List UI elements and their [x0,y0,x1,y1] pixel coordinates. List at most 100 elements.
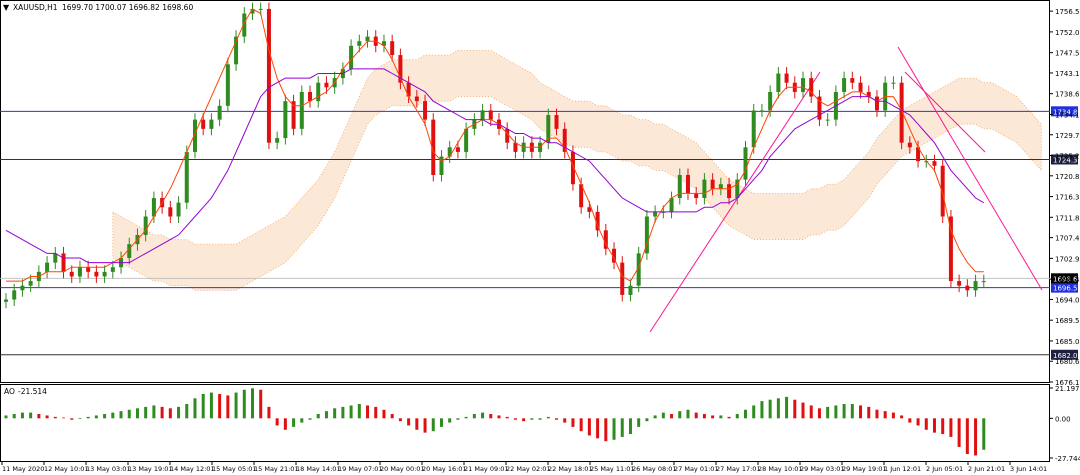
ao-bar [949,418,953,437]
candle-body [192,119,197,152]
ao-bar [275,418,279,426]
candle-body [513,142,518,152]
candle-body [784,73,789,83]
candle-body [266,8,271,143]
ao-bar [390,414,394,419]
candle-body [12,290,17,300]
ao-bar [916,418,920,426]
candle-body [349,45,354,69]
ao-bar [571,418,575,427]
level-tag-label: 1696.58 [1053,285,1080,293]
time-tick-label: 25 May 11:01 [590,465,635,473]
ao-bar [793,399,797,419]
candle-body [4,299,8,302]
ao-bar [941,418,945,435]
candle-body [176,202,181,217]
ao-bar [53,416,57,419]
time-tick-label: 27 May 17:01 [716,465,761,473]
ao-bar [308,418,312,420]
ao-bar [661,412,665,419]
ao-bar [727,416,731,419]
candle-body [299,91,304,129]
ao-bar [587,418,591,436]
price-tick-label: 1738.62 [1055,91,1080,99]
trendline-down-2[interactable] [904,71,986,153]
ao-bar [505,416,509,419]
candle-body [234,36,239,65]
ao-bar [760,401,764,419]
ao-axis: 21.197 0.00 -27.744 [1050,385,1080,463]
ao-bar [670,414,674,419]
ao-bar [168,408,172,419]
candle-body [669,198,674,212]
ao-bar [209,392,213,419]
ao-bar [801,402,805,419]
cloud-area [112,50,1042,291]
ao-bar [366,405,370,419]
ao-bar [711,415,715,419]
ao-bar [735,414,739,419]
ao-bar [267,406,271,419]
ao-bar [259,389,263,419]
ao-bar [900,415,904,419]
price-tick-label: 1689.52 [1055,317,1080,325]
price-tick-label: 1685.02 [1055,338,1080,346]
candle-body [94,271,99,277]
candle-body [916,147,921,162]
level-tag-label: 1734.80 [1053,108,1080,116]
ao-bar [785,396,789,419]
ao-tick-label: 0.00 [1055,415,1071,423]
candle-body [653,211,658,217]
price-tick-label: 1711.82 [1055,214,1080,222]
candle-body [77,267,82,277]
ao-bar [776,398,780,419]
candle-body [603,230,608,249]
ao-bar [875,409,879,419]
candle-body [184,151,189,203]
ao-bar [119,411,123,419]
symbol-dropdown-icon[interactable]: ▼ [3,3,10,12]
ao-bar [464,416,468,419]
candle-body [866,91,871,97]
candle-body [225,64,230,106]
candle-body [283,101,288,139]
ao-histogram [4,388,986,456]
time-tick-label: 2 Jun 21:01 [968,465,1005,473]
horizontal-levels[interactable]: 1734.80 1724.36 1696.58 1682.02 1698.60 [0,106,1080,360]
candle-body [168,207,173,217]
ao-bar [439,418,443,427]
ao-bar [4,415,8,419]
time-tick-label: 11 May 2020 [2,465,44,473]
trendline-up[interactable] [649,71,821,333]
candle-body [439,156,444,175]
price-tick-label: 1707.42 [1055,235,1080,243]
candle-body [817,96,822,120]
time-tick-label: 15 May 05:01 [212,465,257,473]
time-tick-label: 13 May 19:01 [128,465,173,473]
ao-bar [932,418,936,433]
ao-bar [94,415,98,419]
candle-body [365,36,370,42]
candle-body [110,267,115,272]
fast-ma-line [6,8,984,282]
trendlines[interactable] [649,46,1043,333]
candle-body [965,285,970,291]
ao-bar [234,392,238,419]
candle-body [636,253,641,286]
candle-body [587,207,592,212]
ao-bar [522,418,526,422]
ao-bar [768,399,772,419]
candle-body [685,174,690,194]
trendline-down-1[interactable] [897,46,1043,291]
candle-body [242,13,247,37]
ao-bar [316,414,320,419]
ao-bar [809,405,813,419]
time-tick-label: 26 May 08:01 [632,465,677,473]
indicator-plot-frame [0,384,1050,462]
candle-body [250,8,255,14]
ao-bar [883,411,887,419]
ao-bar [604,418,608,442]
ao-indicator-value: -21.514 [18,387,47,396]
ao-bar [12,414,16,419]
